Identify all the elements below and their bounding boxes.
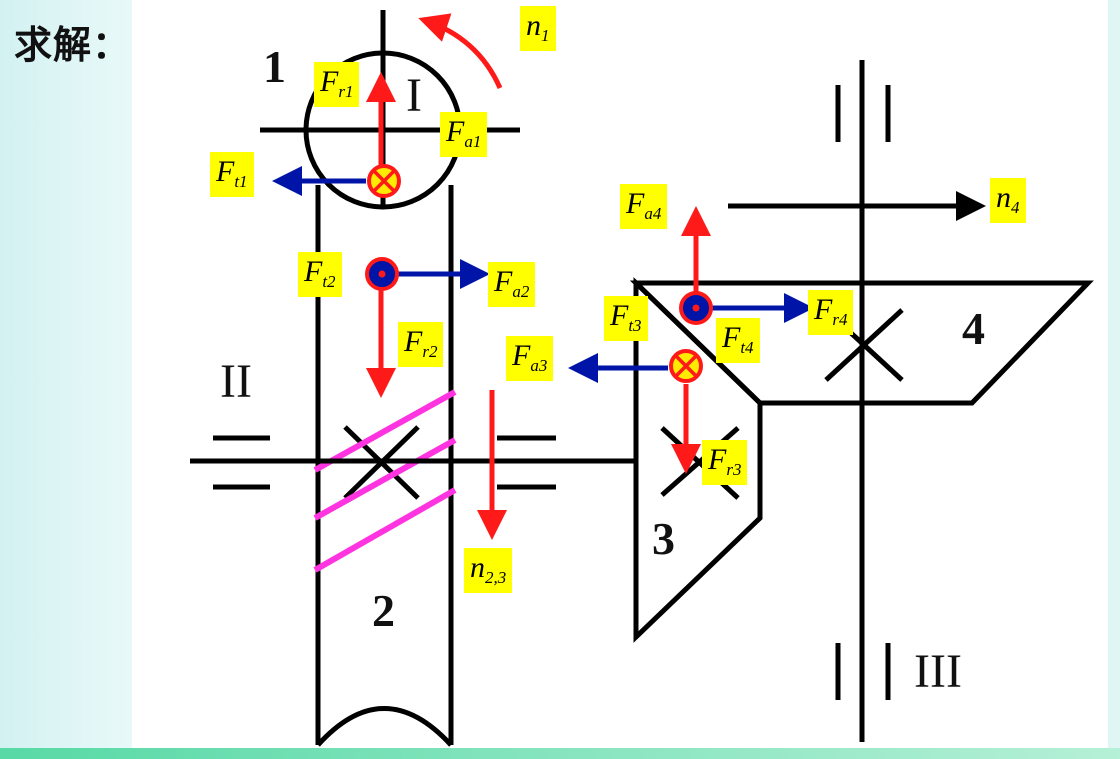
gear-number-2: 2 — [372, 585, 395, 636]
label-Fr2: Fr2 — [398, 322, 444, 367]
label-Fr4: Fr4 — [808, 290, 854, 335]
rotation-arrow-n1 — [418, 13, 503, 90]
out-of-page-symbol-Ft4 — [679, 291, 713, 325]
label-Fa3: Fa3 — [506, 336, 554, 381]
shaft-2 — [190, 435, 635, 490]
label-Ft2: Ft2 — [298, 252, 342, 297]
label-n4: n4 — [990, 178, 1026, 223]
into-page-symbol-Ft3 — [669, 349, 703, 383]
label-Fa1: Fa1 — [440, 112, 488, 157]
label-Fr1: Fr1 — [314, 62, 360, 107]
label-Fa4: Fa4 — [620, 184, 668, 229]
gear-number-1: 1 — [263, 41, 286, 92]
out-of-page-symbol-Ft2 — [365, 257, 399, 291]
gear-number-3: 3 — [652, 513, 675, 564]
wheel-2-bottom-arc — [316, 706, 453, 747]
label-n23: n2,3 — [464, 548, 513, 593]
background-left-panel — [0, 0, 132, 759]
bottom-accent-strip — [0, 748, 1120, 759]
page-heading: 求解： — [14, 23, 132, 67]
label-Fr3: Fr3 — [702, 440, 748, 485]
label-Ft3: Ft3 — [604, 296, 648, 341]
shaft-label-I: I — [406, 69, 422, 122]
label-Ft1: Ft1 — [210, 152, 254, 197]
label-n1: n1 — [520, 6, 556, 51]
helix-lines — [313, 389, 457, 573]
background-right-strip — [1108, 0, 1120, 759]
label-Ft4: Ft4 — [716, 318, 760, 363]
shaft-3 — [835, 60, 891, 742]
into-page-symbol-Fa1 — [367, 164, 401, 198]
bevel-4-outline — [629, 280, 1094, 406]
shaft-label-II: II — [220, 355, 252, 408]
gear-number-4: 4 — [962, 303, 985, 354]
label-Fa2: Fa2 — [488, 262, 536, 307]
shaft-label-III: III — [914, 645, 962, 698]
diagram-canvas — [132, 0, 1108, 748]
